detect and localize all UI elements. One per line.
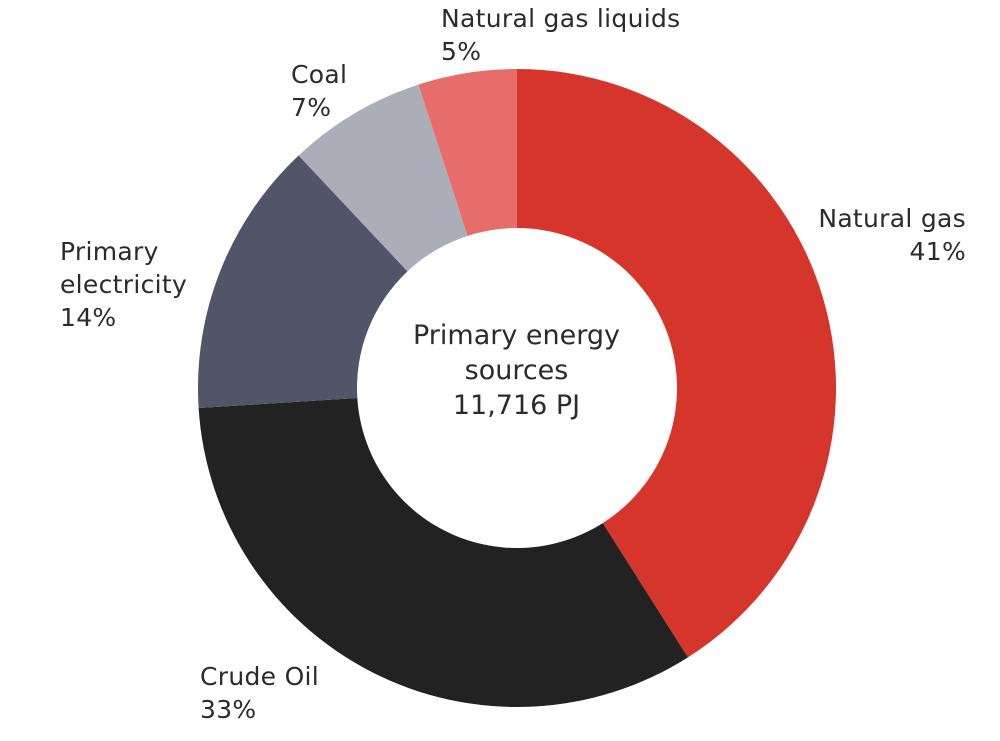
label-natural-gas-liquids-value: 5%: [441, 37, 482, 66]
label-primary-electricity: Primary electricity 14%: [60, 235, 187, 334]
label-natural-gas-liquids-name: Natural gas liquids: [441, 4, 681, 33]
label-natural-gas-name: Natural gas: [818, 204, 966, 233]
center-label-line2: sources: [464, 355, 569, 386]
label-primary-electricity-name-line1: Primary: [60, 237, 159, 266]
label-coal-value: 7%: [291, 93, 332, 122]
label-coal-name: Coal: [291, 60, 348, 89]
label-crude-oil: Crude Oil 33%: [200, 660, 319, 726]
label-natural-gas-value: 41%: [909, 237, 966, 266]
label-primary-electricity-name-line2: electricity: [60, 270, 188, 299]
slice-coal: [298, 84, 468, 272]
center-label: Primary energy sources 11,716 PJ: [350, 318, 683, 423]
label-primary-electricity-value: 14%: [60, 303, 117, 332]
slice-natural-gas: [517, 69, 837, 658]
slice-primary-electricity: [198, 155, 408, 409]
slice-crude-oil: [198, 398, 688, 707]
label-crude-oil-value: 33%: [200, 695, 257, 724]
center-label-line1: Primary energy: [413, 320, 620, 351]
center-label-total: 11,716 PJ: [452, 390, 581, 421]
label-natural-gas: Natural gas 41%: [766, 202, 966, 268]
label-natural-gas-liquids: Natural gas liquids 5%: [441, 2, 680, 68]
label-crude-oil-name: Crude Oil: [200, 662, 320, 691]
label-coal: Coal 7%: [291, 58, 347, 124]
slice-natural-gas-liquids: [418, 69, 517, 236]
donut-slices: [198, 69, 837, 707]
